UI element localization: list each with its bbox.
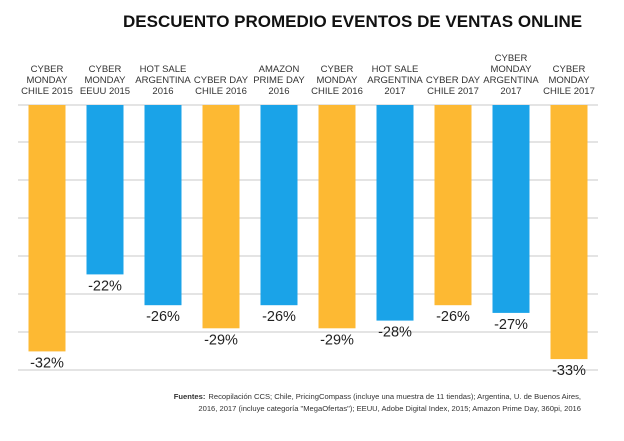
- footnote-line-1: Fuentes: Recopilación CCS; Chile, Pricing…: [174, 392, 581, 401]
- value-label-9: -27%: [494, 317, 528, 333]
- chart-title: DESCUENTO PROMEDIO EVENTOS DE VENTAS ONL…: [123, 12, 582, 31]
- category-label-6: CYBER MONDAY CHILE 2016: [311, 64, 363, 97]
- value-label-8: -26%: [436, 309, 470, 325]
- bar-2: [86, 105, 124, 275]
- footnote-text-1: Recopilación CCS; Chile, PricingCompass …: [208, 392, 581, 401]
- bar-8: [434, 105, 472, 306]
- category-label-10: CYBER MONDAY CHILE 2017: [543, 64, 595, 97]
- bar-7: [376, 105, 414, 321]
- bar-9: [492, 105, 530, 313]
- category-label-3: HOT SALE ARGENTINA 2016: [135, 64, 191, 97]
- value-label-5: -26%: [262, 309, 296, 325]
- category-label-2: CYBER MONDAY EEUU 2015: [80, 64, 130, 97]
- value-label-6: -29%: [320, 332, 354, 348]
- bar-1: [28, 105, 66, 352]
- bar-3: [144, 105, 182, 306]
- bar-6: [318, 105, 356, 329]
- footnote-label: Fuentes:: [174, 392, 206, 401]
- value-label-2: -22%: [88, 278, 122, 294]
- footnote-line-2: 2016, 2017 (incluye categoría "MegaOfert…: [198, 404, 581, 413]
- category-label-7: HOT SALE ARGENTINA 2017: [367, 64, 423, 97]
- value-label-1: -32%: [30, 355, 64, 371]
- value-label-7: -28%: [378, 325, 412, 341]
- category-label-5: AMAZON PRIME DAY 2016: [253, 64, 305, 97]
- bar-4: [202, 105, 240, 329]
- bars: [28, 105, 588, 360]
- category-label-9: CYBER MONDAY ARGENTINA 2017: [483, 53, 539, 97]
- value-label-10: -33%: [552, 363, 586, 379]
- value-labels: -32% -22% -26% -29% -26% -29% -28% -26% -27% -33%: [30, 278, 586, 379]
- category-label-8: CYBER DAY CHILE 2017: [426, 75, 481, 97]
- value-label-3: -26%: [146, 309, 180, 325]
- bar-10: [550, 105, 588, 360]
- value-label-4: -29%: [204, 332, 238, 348]
- category-label-1: CYBER MONDAY CHILE 2015: [21, 64, 73, 97]
- category-label-4: CYBER DAY CHILE 2016: [194, 75, 249, 97]
- bar-5: [260, 105, 298, 306]
